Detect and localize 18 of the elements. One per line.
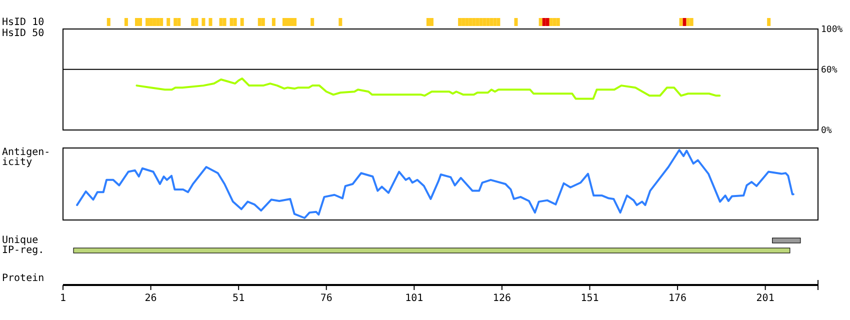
y-axis-title: HsID 50 bbox=[2, 28, 44, 39]
y-tick-label: 0% bbox=[821, 126, 832, 136]
x-tick-label: 51 bbox=[232, 293, 245, 304]
x-tick-label: 26 bbox=[144, 293, 157, 304]
y-tick-label: 60% bbox=[821, 66, 838, 76]
x-tick-label: 126 bbox=[492, 293, 511, 304]
y-axis-title: HsID 10 bbox=[2, 17, 44, 28]
x-tick-label: 151 bbox=[580, 293, 599, 304]
x-tick-label: 76 bbox=[320, 293, 332, 304]
y-tick-label: Unique bbox=[2, 235, 38, 246]
x-tick-label: 1 bbox=[60, 293, 66, 304]
y-tick-label: IP-reg. bbox=[2, 245, 44, 256]
x-tick-label: 201 bbox=[756, 293, 774, 304]
x-tick-label: 101 bbox=[405, 293, 424, 304]
y-tick-label: 100% bbox=[821, 25, 844, 36]
x-axis-title: Protein bbox=[2, 273, 44, 284]
y-axis-title: Antigen-icity bbox=[2, 147, 50, 168]
x-tick-label: 176 bbox=[668, 293, 687, 304]
